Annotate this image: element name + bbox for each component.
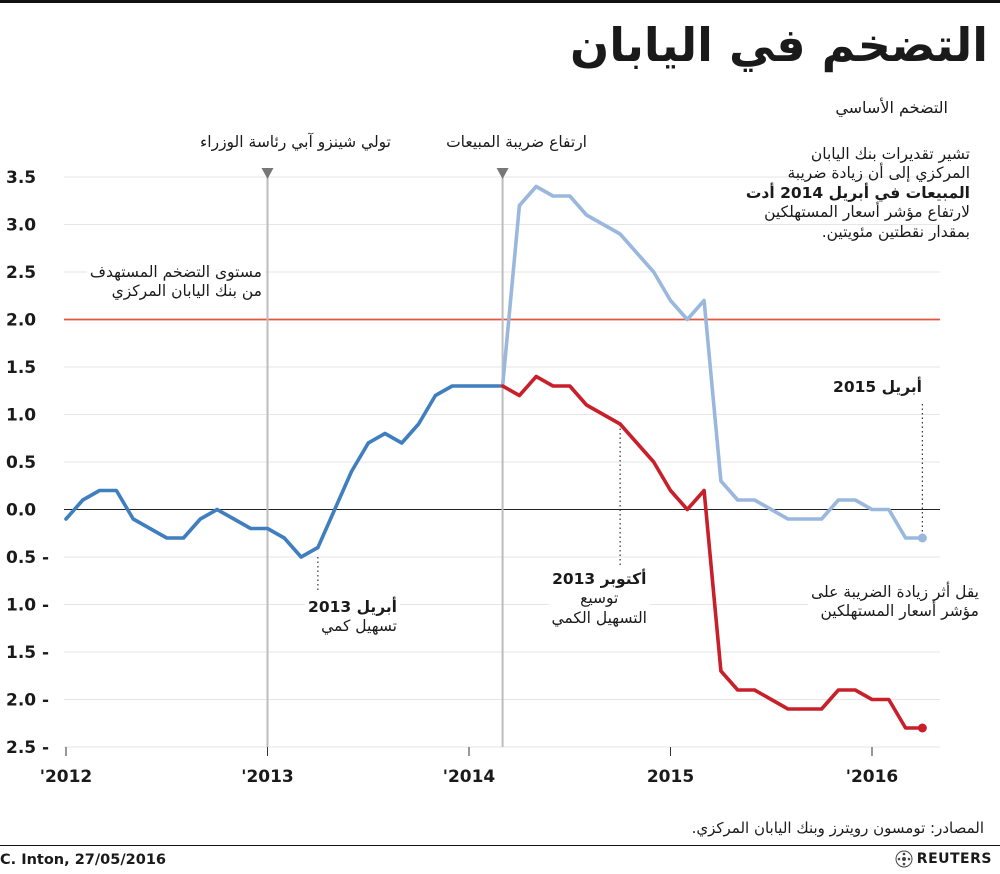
y-tick-label: 3.0: [6, 216, 36, 236]
series-line-0: [64, 384, 505, 559]
y-tick-label: 2.5: [6, 263, 36, 283]
excl-tax-effect-line-2: مؤشر أسعار المستهلكين: [820, 602, 980, 621]
y-tick-label: 0.5 -: [6, 548, 49, 568]
excl-tax-effect-line-1: يقل أثر زيادة الضريبة على: [811, 583, 979, 601]
y-tick-label: 2.5 -: [6, 738, 49, 758]
x-tick-label: '2016: [846, 767, 899, 787]
graphic-credit: C. Inton, 27/05/2016: [0, 852, 166, 868]
chart-series: [64, 184, 927, 733]
y-tick-label: 1.5: [6, 358, 36, 378]
october-2013-line-3: التسهيل الكمي: [551, 608, 648, 627]
y-tick-label: 0.0: [6, 501, 36, 521]
event-marker-triangle: [496, 168, 509, 179]
chart-subtitle: التضخم الأساسي: [835, 98, 948, 117]
y-tick-label: 3.5: [6, 168, 36, 188]
april-2013-line-2: تسهيل كمي: [321, 617, 397, 636]
annotation-april-2015: أبريل 2015: [830, 378, 925, 398]
april-2013-line-1: أبريل 2013: [308, 598, 397, 616]
chart-title: التضخم في اليابان: [570, 18, 988, 72]
top-rule: [0, 0, 1000, 3]
x-tick-label: '2012: [40, 767, 93, 787]
event-markers: [261, 168, 923, 747]
sources-note: المصادر: تومسون رويترز وبنك اليابان المر…: [691, 819, 984, 837]
october-2013-line-2: توسيع: [580, 589, 619, 608]
boj-estimate-line-4: لارتفاع مؤشر أسعار المستهلكين: [764, 203, 970, 222]
target-level-line-2: من بنك اليابان المركزي: [111, 282, 262, 301]
event-marker-triangle: [261, 168, 274, 179]
x-tick-label: 2015: [647, 767, 694, 787]
annotation-october-2013: أكتوبر 2013 توسيع التسهيل الكمي: [548, 570, 650, 629]
target-level-line-1: مستوى التضخم المستهدف: [89, 263, 262, 281]
y-tick-label: 1.5 -: [6, 643, 49, 663]
x-tick-label: '2014: [443, 767, 496, 787]
boj-estimate-line-1: تشير تقديرات بنك اليابان: [810, 145, 970, 163]
y-tick-label: 2.0 -: [6, 691, 49, 711]
annotation-target-level: مستوى التضخم المستهدف من بنك اليابان الم…: [86, 263, 265, 302]
annotation-abe-takeover: تولي شينزو آبي رئاسة الوزراء: [196, 133, 394, 153]
y-tick-label: 1.0 -: [6, 596, 49, 616]
annotation-sales-tax-rise: ارتفاع ضريبة المبيعات: [443, 133, 590, 153]
october-2013-line-1: أكتوبر 2013: [552, 570, 647, 588]
y-tick-label: 2.0: [6, 311, 36, 331]
y-tick-label: 1.0: [6, 406, 36, 426]
y-tick-label: 0.5: [6, 453, 36, 473]
bottom-rule: [0, 845, 1000, 846]
series-end-dot-1: [917, 533, 927, 543]
reuters-logo: REUTERS: [895, 850, 992, 868]
boj-estimate-line-5: بمقدار نقطتين مئويتين.: [821, 222, 970, 241]
boj-estimate-line-3: المبيعات في أبريل 2014 أدت: [745, 183, 970, 202]
annotation-boj-estimate: تشير تقديرات بنك اليابان المركزي إلى أن …: [746, 145, 970, 242]
annotation-excl-tax-effect: يقل أثر زيادة الضريبة على مؤشر أسعار الم…: [808, 583, 982, 622]
series-line-1: [500, 184, 925, 540]
reuters-dots-icon: [895, 850, 913, 868]
boj-estimate-line-2: المركزي إلى أن زيادة ضريبة: [787, 164, 970, 183]
reuters-logo-text: REUTERS: [916, 851, 992, 867]
annotation-april-2013: أبريل 2013 تسهيل كمي: [305, 598, 400, 637]
series-line-2: [500, 374, 925, 730]
axis-labels: 3.5 3.0 2.5 2.0 1.5 1.0 0.5 0.0 0.5 - 1.0 - 1.5 - 2…: [6, 168, 898, 787]
x-tick-label: '2013: [241, 767, 294, 787]
series-end-dot-2: [917, 723, 927, 733]
